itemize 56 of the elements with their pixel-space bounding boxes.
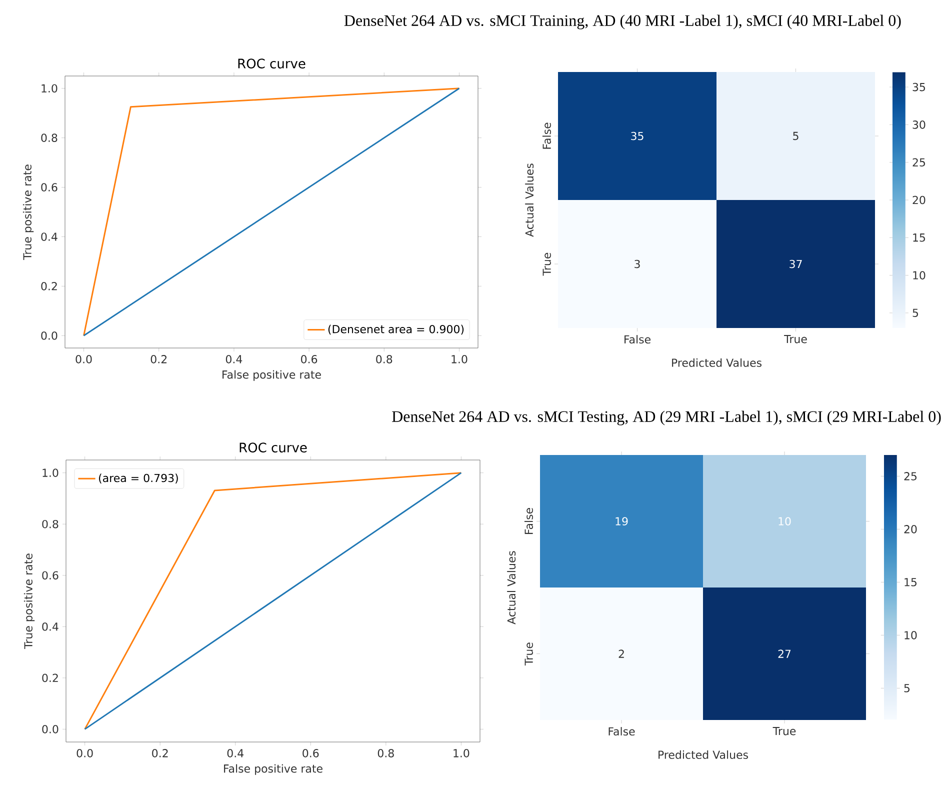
y-tick-label: 0.2 xyxy=(42,674,58,682)
y-tick-label: 0.4 xyxy=(41,232,58,241)
y-axis-title: Actual Values xyxy=(507,551,516,624)
x-tick-label: 0.0 xyxy=(76,355,92,364)
x-axis-title: False positive rate xyxy=(222,370,321,381)
x-tick-label: 0.8 xyxy=(376,355,392,364)
color-bar-label: 35 xyxy=(912,82,926,92)
x-tick-label: 0.8 xyxy=(378,749,394,758)
data-label: 10 xyxy=(778,517,791,526)
x-tick-label: 0.0 xyxy=(76,749,93,758)
x-tick-label: 0.6 xyxy=(301,355,318,364)
color-bar-label: 20 xyxy=(912,196,926,204)
data-label: 27 xyxy=(778,650,791,658)
data-label: 3 xyxy=(634,260,640,268)
x-tick-label: 0.2 xyxy=(152,749,168,758)
y-tick-label: 1.0 xyxy=(42,84,58,93)
color-bar-label: 25 xyxy=(912,158,926,167)
text: DenseNet 264 AD vs. sMCI Training, AD (40 MRI -Label 1), sMCI (40 MRI-Label 0) xyxy=(344,14,901,30)
color-bar-label: 30 xyxy=(912,120,926,129)
y-axis-title: True positive rate xyxy=(22,164,34,260)
x-tick-label: 0.6 xyxy=(302,749,319,758)
legend-label: (Densenet area = 0.900) xyxy=(328,324,464,335)
color-bar-label: 5 xyxy=(904,684,910,692)
y-tick-label: 0.2 xyxy=(41,282,57,290)
x-axis-title: Predicted Values xyxy=(658,750,748,759)
color-bar-label: 15 xyxy=(913,234,926,242)
color-bar-label: 5 xyxy=(912,308,918,318)
y-axis-title: Actual Values xyxy=(525,164,534,237)
x-axis-title: False positive rate xyxy=(224,764,322,775)
x-tick-label: 1.0 xyxy=(452,355,468,364)
y-tick-label: 0.8 xyxy=(41,134,58,142)
x-tick-label: 0.4 xyxy=(227,749,244,758)
y-tick-label: 1.0 xyxy=(42,468,58,477)
x-tick-label: 0.2 xyxy=(150,355,167,364)
data-label: 37 xyxy=(790,260,802,268)
color-bar-label: 20 xyxy=(904,525,917,534)
chart-title: ROC curve xyxy=(238,58,306,68)
y-axis-title: True positive rate xyxy=(24,554,35,649)
chart-title: ROC curve xyxy=(240,442,307,452)
data-label: 5 xyxy=(793,132,798,140)
legend-label: (area = 0.793) xyxy=(98,474,178,484)
data-label: 2 xyxy=(618,650,624,658)
color-bar-label: 25 xyxy=(904,472,917,480)
color-bar-label: 10 xyxy=(904,631,917,640)
y-tick-label: 0.6 xyxy=(42,571,58,580)
y-tick-label: 0.4 xyxy=(42,622,58,631)
y-tick-label: 0.6 xyxy=(41,183,58,192)
x-axis-title: Predicted Values xyxy=(672,358,762,367)
x-tick-label: 1.0 xyxy=(454,749,470,758)
text: DenseNet 264 AD vs. sMCI Testing, AD (29 MRI -Label 1), sMCI (29 MRI-Label 0) xyxy=(392,410,941,426)
x-tick-label: 0.4 xyxy=(226,355,242,364)
data-label: 35 xyxy=(631,132,644,140)
y-tick-label: 0.8 xyxy=(42,520,58,528)
data-label: 19 xyxy=(616,517,628,526)
color-bar-label: 15 xyxy=(904,578,917,586)
color-bar-label: 10 xyxy=(913,271,926,280)
